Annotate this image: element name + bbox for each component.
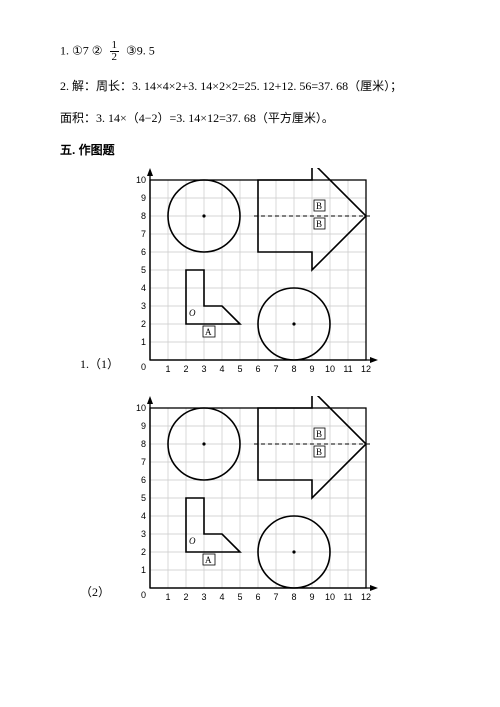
figure-2-label: （2） (80, 583, 126, 606)
figure-1-row: 1.（1） 123456789100123456789101112OABB (80, 168, 440, 378)
answer-2-line2: 面积：3. 14×（4−2）=3. 14×12=37. 68（平方厘米）。 (60, 109, 440, 127)
svg-text:5: 5 (237, 364, 242, 374)
svg-text:1: 1 (165, 592, 170, 602)
svg-text:11: 11 (343, 592, 352, 602)
svg-text:B: B (316, 429, 322, 439)
svg-text:5: 5 (237, 592, 242, 602)
svg-text:A: A (205, 327, 212, 337)
svg-text:6: 6 (255, 592, 260, 602)
svg-text:7: 7 (141, 457, 146, 467)
svg-text:1: 1 (141, 565, 146, 575)
svg-text:9: 9 (309, 592, 314, 602)
svg-text:0: 0 (141, 362, 146, 372)
svg-text:2: 2 (183, 364, 188, 374)
svg-text:10: 10 (136, 175, 146, 185)
svg-text:7: 7 (273, 364, 278, 374)
svg-text:9: 9 (141, 421, 146, 431)
svg-text:O: O (189, 308, 196, 318)
svg-text:3: 3 (141, 529, 146, 539)
svg-text:8: 8 (291, 592, 296, 602)
svg-text:6: 6 (141, 247, 146, 257)
svg-text:8: 8 (141, 439, 146, 449)
svg-text:6: 6 (141, 475, 146, 485)
section-title: 五. 作图题 (60, 141, 440, 158)
svg-text:4: 4 (141, 511, 146, 521)
svg-text:4: 4 (219, 592, 224, 602)
svg-text:6: 6 (255, 364, 260, 374)
svg-text:5: 5 (141, 493, 146, 503)
svg-text:8: 8 (291, 364, 296, 374)
svg-text:2: 2 (183, 592, 188, 602)
svg-text:1: 1 (165, 364, 170, 374)
answer-1: 1. ①7 ② 1 2 ③9. 5 (60, 40, 440, 63)
svg-text:11: 11 (343, 364, 352, 374)
svg-text:12: 12 (361, 364, 371, 374)
figure-1: 123456789100123456789101112OABB (126, 168, 380, 378)
svg-text:10: 10 (325, 592, 335, 602)
svg-text:7: 7 (273, 592, 278, 602)
svg-text:4: 4 (219, 364, 224, 374)
svg-text:2: 2 (141, 319, 146, 329)
svg-text:3: 3 (201, 364, 206, 374)
svg-text:B: B (316, 447, 322, 457)
svg-text:3: 3 (201, 592, 206, 602)
svg-text:7: 7 (141, 229, 146, 239)
svg-text:A: A (205, 555, 212, 565)
answer-2-line1: 2. 解：周长：3. 14×4×2+3. 14×2×2=25. 12+12. 5… (60, 77, 440, 95)
svg-text:10: 10 (325, 364, 335, 374)
svg-text:10: 10 (136, 403, 146, 413)
svg-text:9: 9 (309, 364, 314, 374)
svg-text:5: 5 (141, 265, 146, 275)
svg-text:9: 9 (141, 193, 146, 203)
fraction: 1 2 (110, 40, 120, 63)
svg-text:2: 2 (141, 547, 146, 557)
figure-1-label: 1.（1） (80, 355, 126, 378)
svg-text:1: 1 (141, 337, 146, 347)
svg-text:B: B (316, 219, 322, 229)
answer-1-suffix: ③9. 5 (126, 43, 155, 57)
svg-text:8: 8 (141, 211, 146, 221)
svg-text:O: O (189, 536, 196, 546)
svg-text:B: B (316, 201, 322, 211)
svg-text:3: 3 (141, 301, 146, 311)
svg-text:12: 12 (361, 592, 371, 602)
figure-2-row: （2） 123456789100123456789101112OABB (80, 396, 440, 606)
frac-den: 2 (110, 52, 120, 63)
answer-1-prefix: 1. ①7 ② (60, 43, 103, 57)
figure-2: 123456789100123456789101112OABB (126, 396, 380, 606)
svg-text:4: 4 (141, 283, 146, 293)
svg-text:0: 0 (141, 590, 146, 600)
